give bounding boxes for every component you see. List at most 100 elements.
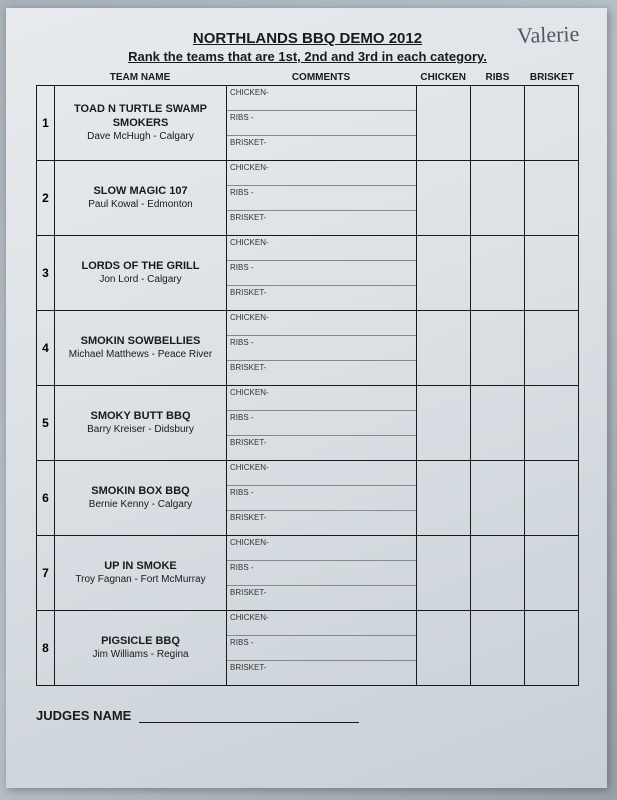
team-name: TOAD N TURTLE SWAMP SMOKERS	[59, 103, 222, 129]
comment-brisket[interactable]: BRISKET-	[227, 211, 416, 235]
comment-chicken[interactable]: CHICKEN-	[227, 386, 416, 411]
team-name: PIGSICLE BBQ	[59, 635, 222, 648]
comment-ribs[interactable]: RIBS -	[227, 486, 416, 511]
table-row: 8PIGSICLE BBQJim Williams - ReginaCHICKE…	[37, 611, 579, 686]
score-chicken[interactable]	[417, 611, 471, 686]
comment-brisket[interactable]: BRISKET-	[227, 511, 416, 535]
handwritten-name: Valerie	[516, 21, 579, 49]
team-cell: TOAD N TURTLE SWAMP SMOKERS Dave McHugh -…	[55, 86, 227, 161]
team-name: LORDS OF THE GRILL	[59, 260, 222, 273]
comment-ribs[interactable]: RIBS -	[227, 186, 416, 211]
team-cell: PIGSICLE BBQJim Williams - Regina	[55, 611, 227, 686]
comment-brisket[interactable]: BRISKET-	[227, 286, 416, 310]
team-cell: SMOKY BUTT BBQBarry Kreiser - Didsbury	[55, 386, 227, 461]
team-name: UP IN SMOKE	[59, 560, 222, 573]
team-cell: SMOKIN SOWBELLIESMichael Matthews - Peac…	[55, 311, 227, 386]
score-ribs[interactable]	[471, 161, 525, 236]
table-row: 1TOAD N TURTLE SWAMP SMOKERS Dave McHugh …	[37, 86, 579, 161]
page-title: NORTHLANDS BBQ DEMO 2012	[36, 30, 579, 47]
score-brisket[interactable]	[525, 386, 579, 461]
score-brisket[interactable]	[525, 536, 579, 611]
team-name: SMOKY BUTT BBQ	[59, 410, 222, 423]
row-number: 1	[37, 86, 55, 161]
score-chicken[interactable]	[417, 386, 471, 461]
comments-cell: CHICKEN-RIBS -BRISKET-	[227, 161, 417, 236]
score-ribs[interactable]	[471, 86, 525, 161]
team-name: SMOKIN BOX BBQ	[59, 485, 222, 498]
scoring-table: 1TOAD N TURTLE SWAMP SMOKERS Dave McHugh …	[36, 85, 579, 686]
team-subtitle: Barry Kreiser - Didsbury	[59, 424, 222, 436]
team-cell: LORDS OF THE GRILLJon Lord - Calgary	[55, 236, 227, 311]
score-ribs[interactable]	[471, 536, 525, 611]
comment-ribs[interactable]: RIBS -	[227, 561, 416, 586]
table-row: 6SMOKIN BOX BBQBernie Kenny - CalgaryCHI…	[37, 461, 579, 536]
comment-brisket[interactable]: BRISKET-	[227, 136, 416, 160]
table-row: 3LORDS OF THE GRILLJon Lord - CalgaryCHI…	[37, 236, 579, 311]
header-chicken: CHICKEN	[416, 72, 470, 83]
table-row: 4SMOKIN SOWBELLIESMichael Matthews - Pea…	[37, 311, 579, 386]
judges-label: JUDGES NAME	[36, 708, 131, 723]
comments-cell: CHICKEN-RIBS -BRISKET-	[227, 611, 417, 686]
row-number: 6	[37, 461, 55, 536]
score-brisket[interactable]	[525, 461, 579, 536]
comment-chicken[interactable]: CHICKEN-	[227, 86, 416, 111]
comment-chicken[interactable]: CHICKEN-	[227, 536, 416, 561]
paper-sheet: Valerie NORTHLANDS BBQ DEMO 2012 Rank th…	[6, 8, 607, 788]
judges-name-line[interactable]	[139, 722, 359, 723]
row-number: 4	[37, 311, 55, 386]
team-subtitle: Dave McHugh - Calgary	[59, 131, 222, 143]
score-ribs[interactable]	[471, 311, 525, 386]
header-ribs: RIBS	[470, 72, 524, 83]
row-number: 5	[37, 386, 55, 461]
comment-chicken[interactable]: CHICKEN-	[227, 236, 416, 261]
comment-chicken[interactable]: CHICKEN-	[227, 161, 416, 186]
score-chicken[interactable]	[417, 536, 471, 611]
score-ribs[interactable]	[471, 611, 525, 686]
table-row: 2SLOW MAGIC 107Paul Kowal - EdmontonCHIC…	[37, 161, 579, 236]
column-headers: TEAM NAME COMMENTS CHICKEN RIBS BRISKET	[36, 72, 579, 83]
comment-chicken[interactable]: CHICKEN-	[227, 311, 416, 336]
team-subtitle: Bernie Kenny - Calgary	[59, 499, 222, 511]
comment-ribs[interactable]: RIBS -	[227, 636, 416, 661]
score-brisket[interactable]	[525, 161, 579, 236]
team-name: SMOKIN SOWBELLIES	[59, 335, 222, 348]
header-comments: COMMENTS	[226, 72, 416, 83]
comments-cell: CHICKEN-RIBS -BRISKET-	[227, 536, 417, 611]
comment-brisket[interactable]: BRISKET-	[227, 586, 416, 610]
table-row: 7UP IN SMOKETroy Fagnan - Fort McMurrayC…	[37, 536, 579, 611]
comment-chicken[interactable]: CHICKEN-	[227, 611, 416, 636]
team-subtitle: Paul Kowal - Edmonton	[59, 199, 222, 211]
score-brisket[interactable]	[525, 86, 579, 161]
score-brisket[interactable]	[525, 311, 579, 386]
comment-brisket[interactable]: BRISKET-	[227, 361, 416, 385]
team-subtitle: Jim Williams - Regina	[59, 649, 222, 661]
comment-ribs[interactable]: RIBS -	[227, 261, 416, 286]
header-team: TEAM NAME	[54, 72, 226, 83]
score-chicken[interactable]	[417, 86, 471, 161]
score-chicken[interactable]	[417, 236, 471, 311]
row-number: 3	[37, 236, 55, 311]
team-cell: UP IN SMOKETroy Fagnan - Fort McMurray	[55, 536, 227, 611]
comment-chicken[interactable]: CHICKEN-	[227, 461, 416, 486]
team-cell: SLOW MAGIC 107Paul Kowal - Edmonton	[55, 161, 227, 236]
comment-ribs[interactable]: RIBS -	[227, 411, 416, 436]
score-ribs[interactable]	[471, 236, 525, 311]
score-chicken[interactable]	[417, 161, 471, 236]
score-chicken[interactable]	[417, 311, 471, 386]
comment-ribs[interactable]: RIBS -	[227, 336, 416, 361]
comment-brisket[interactable]: BRISKET-	[227, 661, 416, 685]
comments-cell: CHICKEN-RIBS -BRISKET-	[227, 386, 417, 461]
comment-brisket[interactable]: BRISKET-	[227, 436, 416, 460]
team-cell: SMOKIN BOX BBQBernie Kenny - Calgary	[55, 461, 227, 536]
page-subtitle: Rank the teams that are 1st, 2nd and 3rd…	[36, 49, 579, 64]
comments-cell: CHICKEN-RIBS -BRISKET-	[227, 311, 417, 386]
comment-ribs[interactable]: RIBS -	[227, 111, 416, 136]
header-brisket: BRISKET	[525, 72, 579, 83]
score-ribs[interactable]	[471, 461, 525, 536]
row-number: 7	[37, 536, 55, 611]
score-brisket[interactable]	[525, 611, 579, 686]
score-ribs[interactable]	[471, 386, 525, 461]
score-brisket[interactable]	[525, 236, 579, 311]
team-subtitle: Michael Matthews - Peace River	[59, 349, 222, 361]
score-chicken[interactable]	[417, 461, 471, 536]
